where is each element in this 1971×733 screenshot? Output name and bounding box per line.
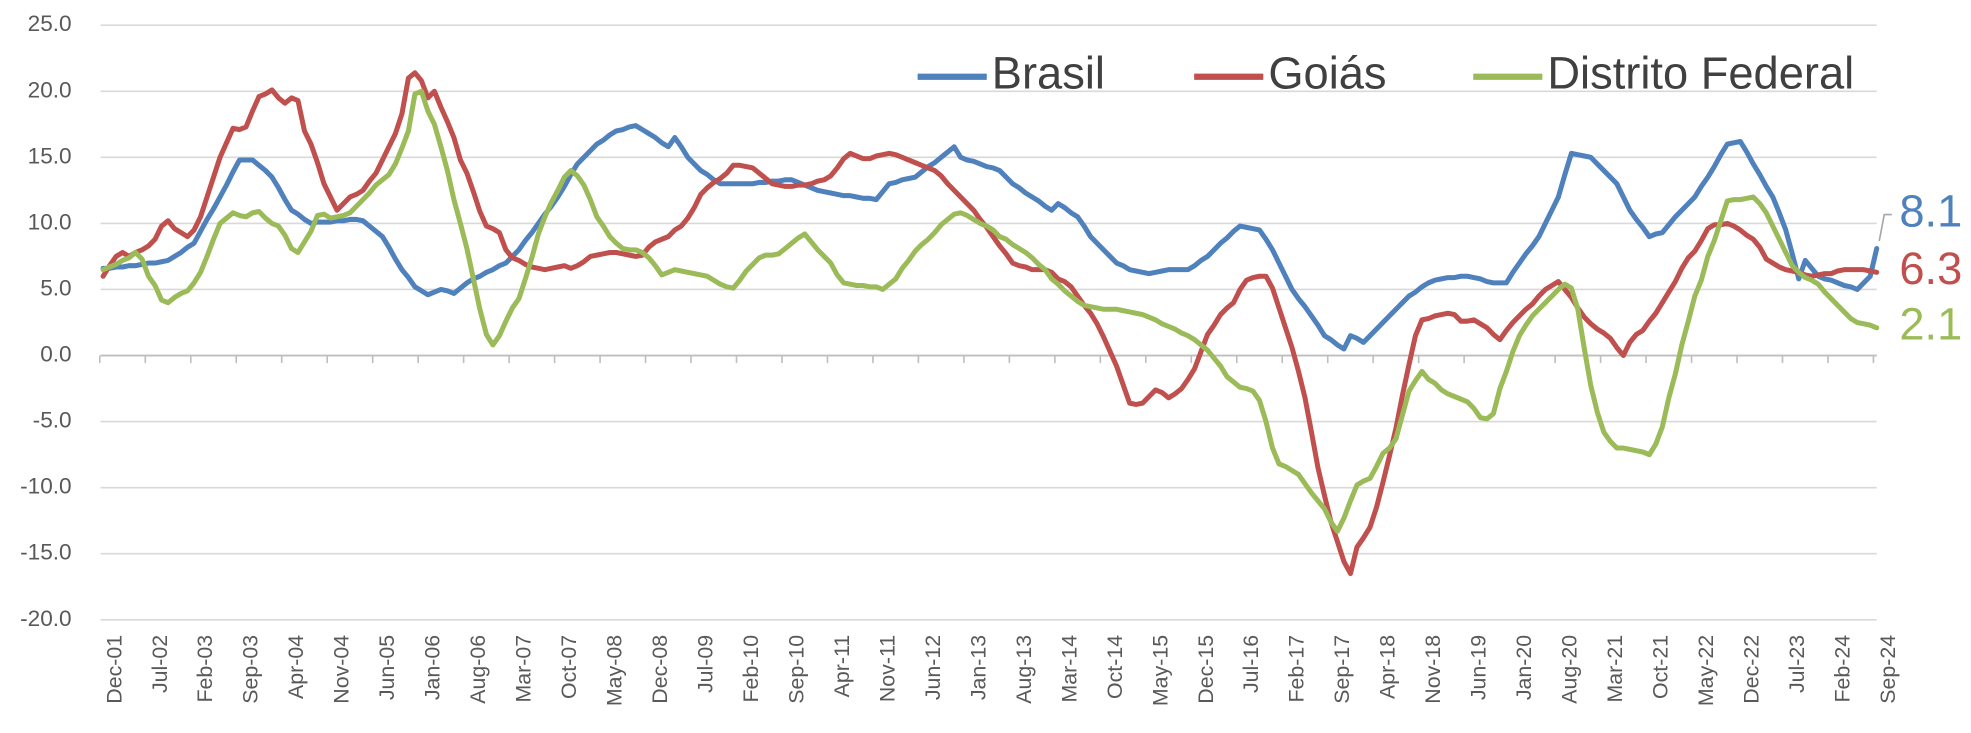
data-label: 8.1: [1899, 186, 1962, 237]
x-tick-label: Apr-18: [1376, 635, 1400, 699]
x-tick-label: Oct-14: [1103, 635, 1127, 699]
legend-label: Brasil: [992, 48, 1105, 99]
x-tick-label: Oct-21: [1649, 635, 1673, 699]
y-tick-label: 20.0: [28, 77, 72, 102]
y-tick-label: 25.0: [28, 11, 72, 36]
x-tick-label: Dec-22: [1740, 635, 1764, 704]
x-tick-label: Aug-13: [1012, 635, 1036, 704]
x-tick-label: Jan-13: [966, 635, 990, 700]
x-tick-label: Aug-20: [1558, 635, 1582, 704]
x-tick-label: Mar-07: [512, 635, 536, 703]
x-tick-label: Jun-12: [921, 635, 945, 700]
data-label: 2.1: [1899, 299, 1962, 350]
x-tick-label: May-22: [1694, 635, 1718, 706]
x-tick-label: Aug-06: [466, 635, 490, 704]
x-tick-label: Jul-09: [694, 635, 718, 693]
x-tick-label: Apr-11: [830, 635, 854, 698]
y-tick-label: 10.0: [28, 209, 72, 234]
y-tick-label: -5.0: [33, 408, 72, 433]
x-tick-label: Jan-20: [1512, 635, 1536, 700]
x-tick-label: Sep-17: [1330, 635, 1354, 704]
y-tick-label: 5.0: [40, 275, 71, 300]
x-tick-label: Oct-07: [557, 635, 581, 699]
leader-line: [1878, 213, 1892, 242]
x-tick-label: Nov-18: [1421, 635, 1445, 704]
x-tick-label: Jun-19: [1467, 635, 1491, 700]
y-tick-label: -10.0: [20, 474, 72, 499]
data-label: 6.3: [1899, 243, 1962, 294]
x-tick-label: Jan-06: [421, 635, 445, 700]
x-tick-label: Nov-04: [330, 635, 354, 704]
x-tick-label: Dec-01: [102, 635, 126, 704]
x-tick-label: Apr-04: [284, 635, 308, 699]
series-line: [100, 88, 1880, 534]
x-tick-label: Jul-16: [1239, 635, 1263, 693]
x-tick-label: May-15: [1148, 635, 1172, 706]
legend-label: Distrito Federal: [1547, 48, 1854, 99]
x-tick-label: Jul-23: [1785, 635, 1809, 693]
x-tick-label: Mar-14: [1057, 635, 1081, 703]
x-tick-label: Dec-08: [648, 635, 672, 704]
y-tick-label: -20.0: [20, 606, 72, 631]
series-line: [100, 70, 1880, 577]
x-tick-label: Feb-03: [193, 635, 217, 703]
x-tick-label: Sep-10: [784, 635, 808, 704]
x-tick-label: Dec-15: [1194, 635, 1218, 704]
x-tick-label: May-08: [603, 635, 627, 706]
x-tick-label: Feb-24: [1830, 635, 1854, 703]
y-tick-label: 15.0: [28, 143, 72, 168]
y-tick-label: -15.0: [20, 540, 72, 565]
x-tick-label: Feb-10: [739, 635, 763, 703]
x-tick-label: Feb-17: [1285, 635, 1309, 703]
x-tick-label: Jun-05: [375, 635, 399, 700]
x-tick-label: Jul-02: [148, 635, 172, 693]
legend-label: Goiás: [1268, 48, 1386, 99]
x-tick-label: Nov-11: [875, 635, 899, 702]
x-tick-label: Mar-21: [1603, 635, 1627, 703]
x-tick-label: Sep-24: [1876, 635, 1900, 704]
y-tick-label: 0.0: [40, 342, 71, 367]
series-line: [100, 123, 1880, 352]
x-tick-label: Sep-03: [239, 635, 263, 704]
